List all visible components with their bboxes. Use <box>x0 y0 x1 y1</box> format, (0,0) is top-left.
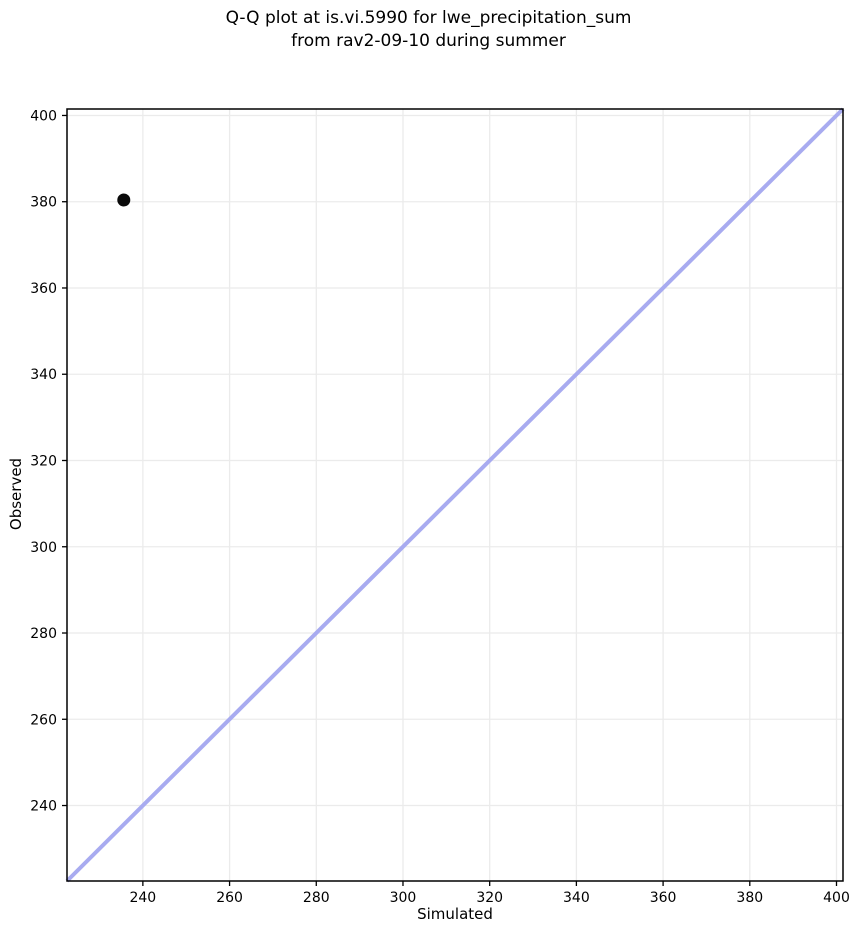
x-tick-label: 280 <box>303 890 330 906</box>
x-tick-label: 240 <box>129 890 156 906</box>
y-tick-label: 380 <box>30 195 57 211</box>
plot-border <box>66 108 844 882</box>
identity-line <box>65 107 845 883</box>
y-tick-label: 400 <box>30 108 57 124</box>
y-tick-label: 320 <box>30 453 57 469</box>
x-tick-label: 400 <box>823 890 850 906</box>
chart-title: Q-Q plot at is.vi.5990 for lwe_precipita… <box>0 7 857 53</box>
y-tick-label: 240 <box>30 799 57 815</box>
x-tick-label: 320 <box>476 890 503 906</box>
x-tick-label: 340 <box>563 890 590 906</box>
y-tick-label: 280 <box>30 626 57 642</box>
y-tick-label: 300 <box>30 540 57 556</box>
data-point <box>117 193 131 207</box>
x-tick-label: 380 <box>736 890 763 906</box>
x-tick-label: 260 <box>216 890 243 906</box>
x-tick-label: 360 <box>650 890 677 906</box>
y-tick-label: 260 <box>30 712 57 728</box>
chart-title-line-1: Q-Q plot at is.vi.5990 for lwe_precipita… <box>225 8 632 28</box>
y-axis-label: Observed <box>7 457 25 531</box>
y-tick-label: 340 <box>30 367 57 383</box>
x-tick-label: 300 <box>390 890 417 906</box>
y-tick-label: 360 <box>30 281 57 297</box>
chart-title-line-2: from rav2-09-10 during summer <box>291 31 566 51</box>
x-axis-label: Simulated <box>417 905 493 923</box>
